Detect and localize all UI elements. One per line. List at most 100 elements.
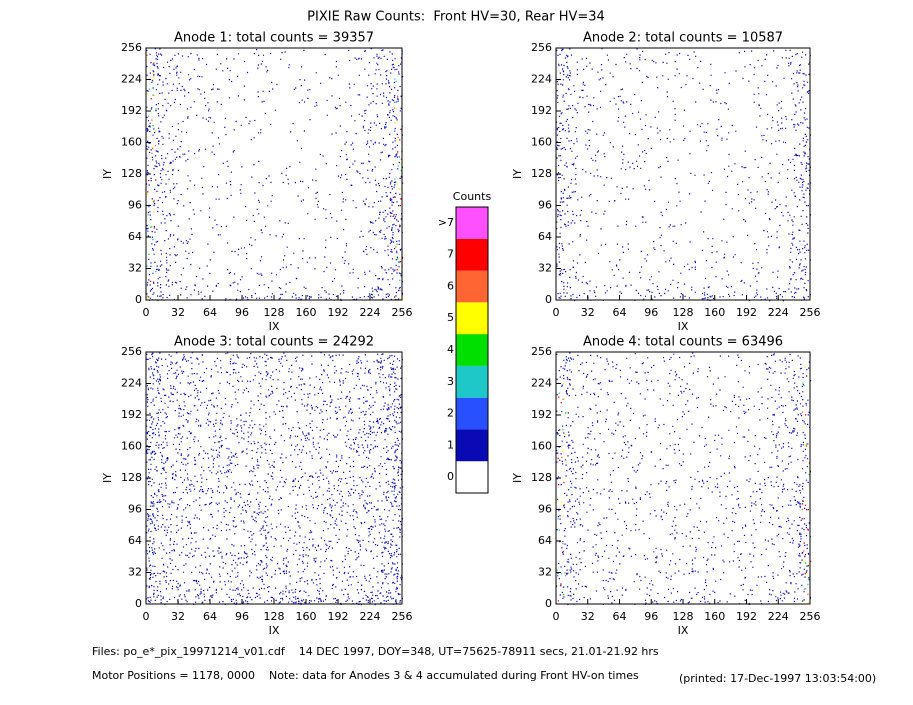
y-tick-label: 96 <box>538 503 552 516</box>
x-axis-label: IX <box>269 624 280 637</box>
colorbar-frame <box>455 206 489 494</box>
x-tick-label: 160 <box>296 610 317 623</box>
colorbar-swatch <box>456 461 488 493</box>
colorbar-label: 0 <box>447 470 454 483</box>
plot-frame <box>555 47 811 301</box>
panel-title: Anode 4: total counts = 63496 <box>583 335 783 350</box>
y-axis-label: IY <box>511 473 524 483</box>
colorbar-label: 7 <box>447 248 454 261</box>
x-tick-label: 224 <box>768 610 789 623</box>
y-tick-label: 0 <box>135 293 142 306</box>
y-tick-label: 192 <box>121 104 142 117</box>
y-tick-label: 256 <box>531 345 552 358</box>
x-tick-label: 96 <box>235 306 249 319</box>
colorbar-title: Counts <box>453 190 492 203</box>
panel-title: Anode 1: total counts = 39357 <box>174 31 374 46</box>
colorbar-label: 6 <box>447 279 454 292</box>
x-tick-label: 256 <box>800 610 821 623</box>
x-tick-label: 192 <box>736 610 757 623</box>
colorbar-swatch <box>456 302 488 335</box>
colorbar-label: 3 <box>447 375 454 388</box>
x-tick-label: 192 <box>328 306 349 319</box>
x-tick-label: 224 <box>768 306 789 319</box>
y-tick-label: 160 <box>531 136 552 149</box>
x-tick-label: 224 <box>360 610 381 623</box>
x-tick-label: 256 <box>392 306 413 319</box>
y-tick-label: 256 <box>121 41 142 54</box>
y-tick-label: 32 <box>538 262 552 275</box>
x-tick-label: 96 <box>235 610 249 623</box>
y-tick-label: 256 <box>121 345 142 358</box>
count-texture <box>556 352 812 606</box>
y-tick-label: 192 <box>531 408 552 421</box>
x-tick-label: 96 <box>644 610 658 623</box>
footer-printed: (printed: 17-Dec-1997 13:03:54:00) <box>679 672 876 685</box>
x-tick-label: 0 <box>553 610 560 623</box>
y-tick-label: 96 <box>128 199 142 212</box>
x-tick-label: 32 <box>171 306 185 319</box>
y-tick-label: 96 <box>128 503 142 516</box>
y-tick-label: 32 <box>538 566 552 579</box>
count-texture <box>146 48 404 302</box>
x-tick-label: 0 <box>143 610 150 623</box>
x-tick-label: 32 <box>581 306 595 319</box>
y-tick-label: 192 <box>121 408 142 421</box>
colorbar-swatch <box>456 334 488 366</box>
x-tick-label: 256 <box>800 306 821 319</box>
y-tick-label: 0 <box>135 597 142 610</box>
y-tick-label: 96 <box>538 199 552 212</box>
x-tick-label: 128 <box>264 306 285 319</box>
count-texture <box>146 352 404 606</box>
x-tick-label: 128 <box>264 610 285 623</box>
y-tick-label: 128 <box>531 167 552 180</box>
count-texture <box>556 366 811 603</box>
count-texture <box>558 411 811 595</box>
x-tick-label: 96 <box>644 306 658 319</box>
y-tick-label: 64 <box>128 230 142 243</box>
x-tick-label: 64 <box>613 306 627 319</box>
x-tick-label: 128 <box>673 610 694 623</box>
panel-title: Anode 2: total counts = 10587 <box>583 31 783 46</box>
y-axis-label: IY <box>101 169 114 179</box>
count-texture <box>146 50 403 297</box>
colorbar-label: 4 <box>447 343 454 356</box>
y-tick-label: 0 <box>545 293 552 306</box>
count-texture <box>147 108 403 301</box>
count-texture <box>556 367 807 577</box>
y-tick-label: 160 <box>531 440 552 453</box>
count-texture <box>556 354 811 590</box>
y-tick-label: 64 <box>538 230 552 243</box>
y-tick-label: 64 <box>128 534 142 547</box>
x-tick-label: 128 <box>673 306 694 319</box>
x-tick-label: 64 <box>613 610 627 623</box>
x-axis-label: IX <box>678 624 689 637</box>
colorbar-label: 5 <box>447 311 454 324</box>
y-tick-label: 256 <box>531 41 552 54</box>
y-tick-label: 224 <box>121 73 142 86</box>
x-tick-label: 224 <box>360 306 381 319</box>
y-tick-label: 64 <box>538 534 552 547</box>
colorbar-swatch <box>456 270 488 303</box>
x-tick-label: 256 <box>392 610 413 623</box>
count-texture <box>147 63 403 274</box>
panel-title: Anode 3: total counts = 24292 <box>174 335 374 350</box>
colorbar-swatch <box>456 207 488 239</box>
count-texture <box>147 53 404 301</box>
count-texture <box>562 412 810 596</box>
count-texture <box>557 396 812 602</box>
y-tick-label: 224 <box>531 377 552 390</box>
y-axis-label: IY <box>101 473 114 483</box>
y-tick-label: 224 <box>531 73 552 86</box>
footer-motor: Motor Positions = 1178, 0000 Note: data … <box>92 669 639 682</box>
y-tick-label: 160 <box>121 136 142 149</box>
y-tick-label: 128 <box>121 471 142 484</box>
x-tick-label: 0 <box>143 306 150 319</box>
y-tick-label: 0 <box>545 597 552 610</box>
y-tick-label: 160 <box>121 440 142 453</box>
x-tick-label: 32 <box>171 610 185 623</box>
colorbar-label: >7 <box>438 216 454 229</box>
x-axis-label: IX <box>678 320 689 333</box>
x-tick-label: 192 <box>736 306 757 319</box>
x-tick-label: 64 <box>203 610 217 623</box>
